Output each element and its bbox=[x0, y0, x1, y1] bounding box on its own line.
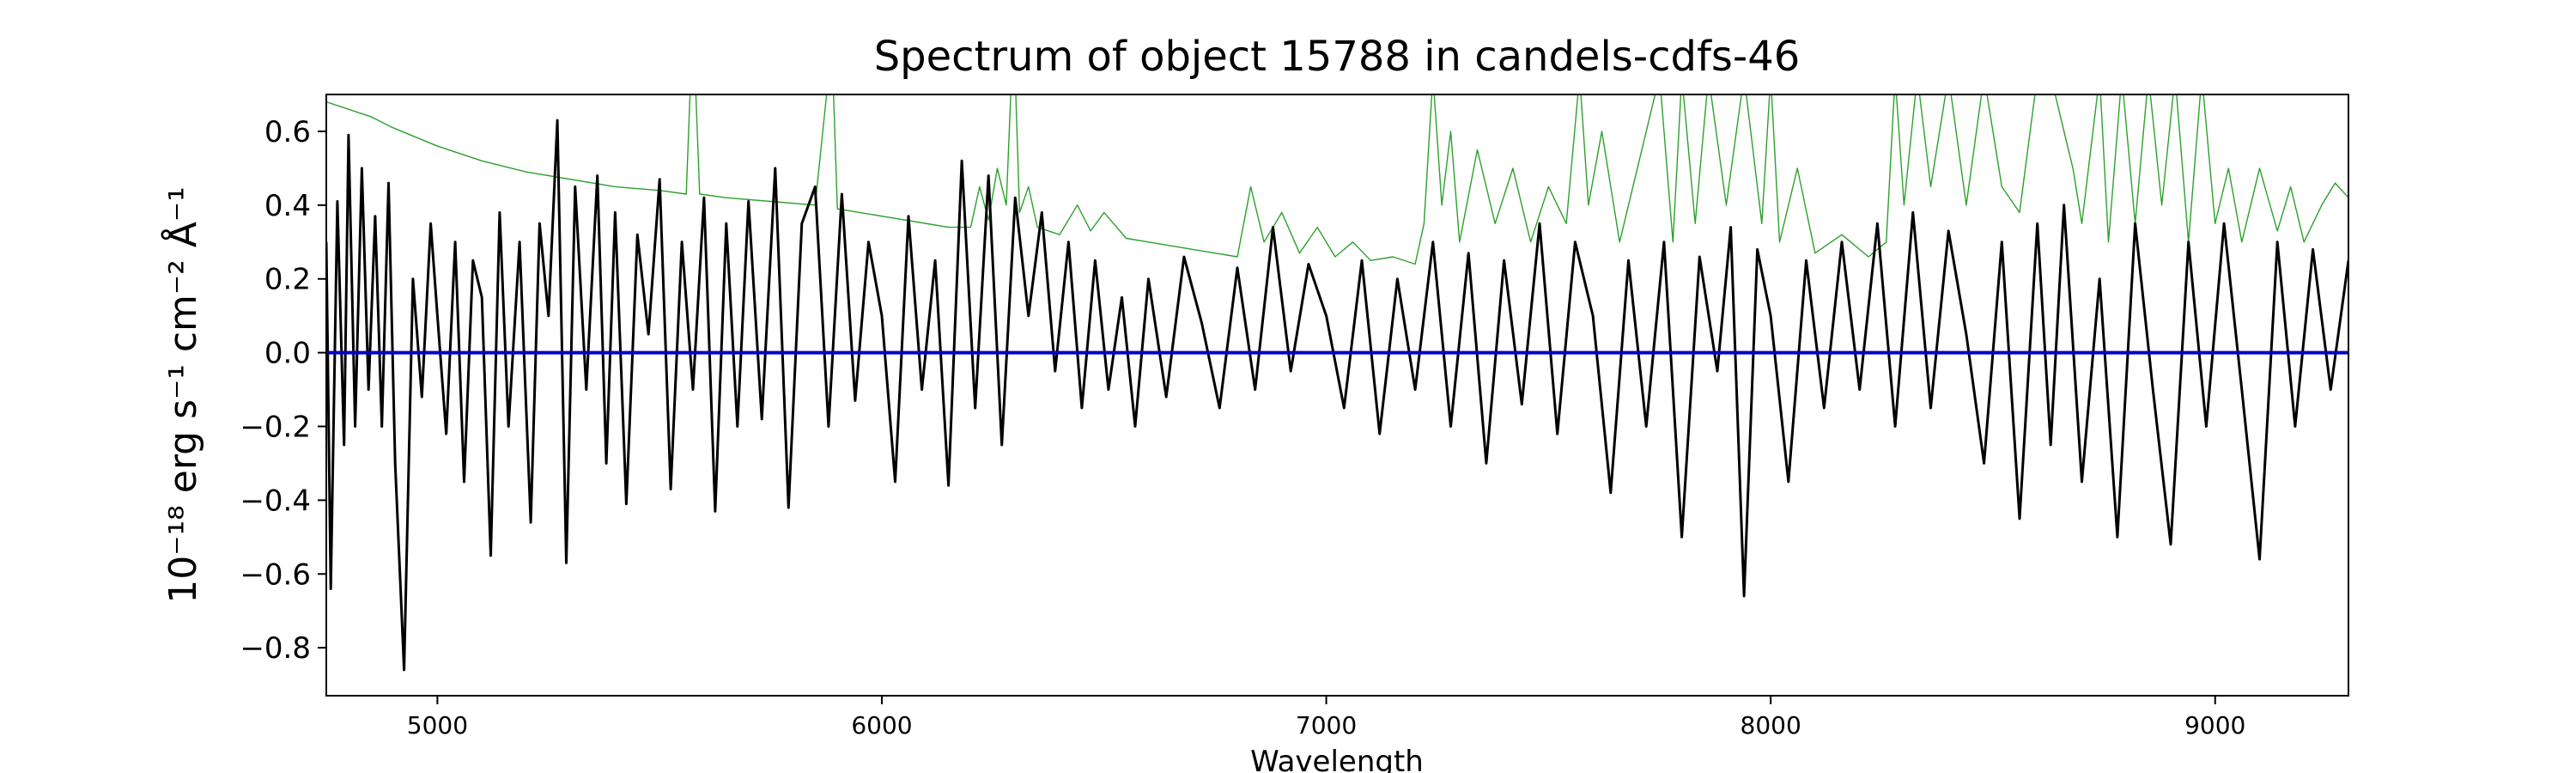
series-line-flux bbox=[326, 119, 2348, 672]
y-axis: −0.8 −0.6 −0.4 −0.2 0.0 0.2 0.4 0.6 bbox=[240, 115, 326, 666]
plot-frame bbox=[325, 94, 2349, 697]
chart-title: Spectrum of object 15788 in candels-cdfs… bbox=[874, 33, 1801, 81]
x-tick-label: 8000 bbox=[1741, 711, 1801, 740]
x-axis-label: Wavelength bbox=[1250, 745, 1424, 773]
y-tick-label: 0.0 bbox=[264, 337, 311, 371]
y-tick-label: −0.4 bbox=[240, 484, 311, 518]
y-tick-label: 0.2 bbox=[264, 263, 311, 297]
x-tick-label: 6000 bbox=[851, 711, 912, 740]
series-layer bbox=[326, 94, 2348, 672]
y-tick-label: −0.6 bbox=[240, 557, 311, 592]
series-line-error bbox=[326, 94, 2348, 265]
y-tick-label: −0.8 bbox=[240, 631, 311, 666]
y-axis-label: 10⁻¹⁸ erg s⁻¹ cm⁻² Å⁻¹ bbox=[160, 186, 205, 603]
x-tick-label: 9000 bbox=[2184, 711, 2245, 740]
y-tick-label: 0.4 bbox=[264, 189, 311, 223]
y-tick-label: −0.2 bbox=[240, 411, 311, 445]
y-tick-label: 0.6 bbox=[264, 115, 311, 149]
x-tick-label: 7000 bbox=[1296, 711, 1357, 740]
x-tick-label: 5000 bbox=[407, 711, 468, 740]
x-axis: 5000 6000 7000 8000 9000 bbox=[407, 696, 2245, 740]
